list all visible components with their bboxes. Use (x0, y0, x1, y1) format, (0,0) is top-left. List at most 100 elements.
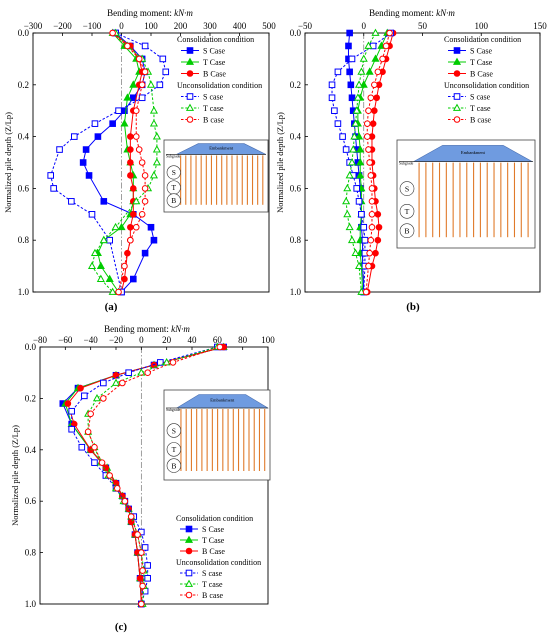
position-label-b: B (171, 461, 176, 470)
data-point (88, 211, 96, 218)
data-point (152, 132, 161, 140)
data-point (64, 400, 72, 407)
data-point (127, 223, 134, 231)
data-point (127, 159, 134, 166)
data-point (348, 55, 356, 63)
legend-group-consolidation: Consolidation condition (177, 35, 254, 44)
position-circle-s (166, 423, 182, 438)
data-point (350, 132, 359, 140)
x-tick-label: −200 (53, 21, 72, 31)
data-point (367, 236, 375, 244)
data-point (334, 68, 342, 76)
data-point (115, 288, 122, 296)
x-tick-label: 40 (188, 335, 198, 345)
data-point (365, 262, 372, 270)
embankment-label: Embankment (461, 150, 486, 155)
data-point (132, 133, 140, 140)
legend-label: T case (470, 104, 491, 113)
legend-swatch-marker (185, 591, 193, 599)
data-point (92, 393, 102, 402)
legend-group-consolidation: Consolidation condition (176, 514, 253, 523)
embankment-label: Embankment (210, 398, 235, 403)
data-point (138, 549, 145, 556)
series-b-case-unconsolidated (84, 343, 224, 608)
data-point (342, 196, 351, 205)
x-axis-label: Bending moment: kN·m (107, 8, 193, 18)
data-point (346, 29, 353, 37)
data-point (368, 211, 376, 218)
data-point (90, 248, 99, 257)
x-axis-label: Bending moment: kN·m (369, 8, 455, 18)
data-point (132, 107, 140, 114)
legend-swatch-marker (453, 47, 461, 54)
data-point (98, 459, 106, 466)
data-point (77, 384, 84, 392)
data-point (138, 159, 146, 166)
y-tick-label: 1.0 (18, 287, 30, 297)
data-point (345, 222, 354, 231)
data-point (127, 146, 134, 153)
data-point (132, 223, 140, 231)
chart-panel-2: −50 0 50 100 150 0.0 0.2 0.4 0.6 0.8 1.0 Bending mo… (275, 8, 547, 313)
data-point (68, 198, 75, 205)
series-line (87, 346, 218, 605)
y-tick-label: 0.8 (25, 548, 37, 558)
data-point (144, 562, 151, 569)
legend-group-consolidation: Consolidation condition (444, 35, 521, 44)
data-point (138, 211, 146, 218)
data-point (339, 133, 346, 140)
x-tick-label: 300 (203, 21, 217, 31)
position-circle-s (399, 181, 415, 196)
x-tick-label: −300 (24, 21, 43, 31)
panel-label: (c) (115, 621, 128, 633)
legend-swatch-marker (184, 535, 194, 543)
x-tick-label: 150 (533, 21, 547, 31)
data-point (129, 80, 138, 88)
data-point (121, 497, 129, 505)
series-t-case-consolidated (93, 28, 144, 295)
legend-swatch-marker (185, 57, 195, 65)
data-point (352, 106, 361, 114)
data-point (106, 472, 113, 479)
data-point (149, 106, 158, 114)
data-point (109, 29, 116, 37)
data-point (144, 369, 151, 377)
data-point (138, 94, 146, 102)
y-tick-label: 0.4 (290, 132, 302, 142)
legend-swatch-marker (453, 116, 461, 123)
legend-group-unconsolidation: Unconsolidation condition (176, 558, 261, 567)
data-point (100, 379, 107, 387)
data-point (127, 172, 134, 179)
x-tick-label: −60 (58, 335, 73, 345)
data-point (382, 42, 390, 50)
data-point (136, 575, 144, 582)
data-point (134, 531, 141, 538)
data-point (343, 209, 352, 218)
panel-label: (a) (105, 301, 118, 313)
data-point (96, 274, 105, 282)
series-s-case-unconsolidated (47, 29, 170, 296)
legend: Consolidation condition S Case T Case B Cas… (177, 35, 262, 125)
legend: Consolidation condition S Case T Case B Cas… (444, 35, 529, 125)
data-point (91, 120, 99, 127)
data-point (130, 94, 137, 102)
x-axis-label: Bending moment: kN·m (104, 324, 190, 334)
legend-label: T case (202, 580, 223, 589)
data-point (169, 359, 177, 366)
data-point (369, 120, 377, 127)
data-point (358, 211, 365, 218)
y-tick-label: 0.6 (25, 496, 37, 506)
data-point (328, 94, 336, 102)
series-s-case-unconsolidated (328, 29, 395, 296)
data-point (359, 80, 368, 88)
x-tick-label: 100 (475, 21, 489, 31)
subgrade-label: Subgrade (166, 154, 181, 158)
data-point (119, 379, 126, 387)
legend-swatch-marker (186, 93, 194, 100)
legend-swatch-marker (185, 525, 193, 533)
data-point (123, 93, 132, 101)
legend-label: S Case (203, 47, 225, 56)
legend-swatch-marker (185, 103, 195, 111)
